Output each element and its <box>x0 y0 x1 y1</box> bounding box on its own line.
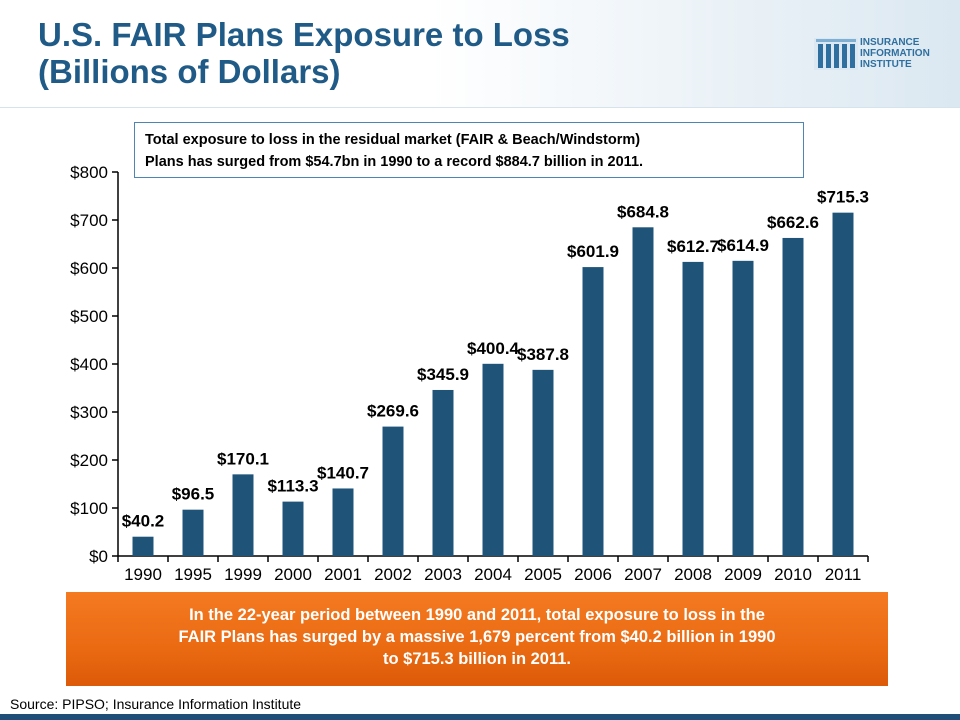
x-tick-label: 1995 <box>174 565 212 584</box>
x-tick-label: 2004 <box>474 565 512 584</box>
data-label: $387.8 <box>517 345 569 364</box>
summary-line-3: to $715.3 billion in 2011. <box>383 650 571 668</box>
y-tick-label: $400 <box>70 355 108 374</box>
bar <box>532 369 554 556</box>
x-tick-label: 2010 <box>774 565 812 584</box>
y-tick-label: $100 <box>70 499 108 518</box>
data-label: $601.9 <box>567 242 619 261</box>
logo-line-2: INFORMATION <box>860 48 930 59</box>
data-label: $612.7 <box>667 237 719 256</box>
y-tick-label: $200 <box>70 451 108 470</box>
iii-logo-text: INSURANCE INFORMATION INSTITUTE <box>860 37 946 70</box>
bar <box>432 389 454 556</box>
bar <box>182 509 204 556</box>
bar <box>632 227 654 556</box>
bar <box>482 363 504 556</box>
data-label: $662.6 <box>767 213 819 232</box>
bar <box>732 260 754 556</box>
data-label: $345.9 <box>417 365 469 384</box>
title-line-2: (Billions of Dollars) <box>38 53 341 90</box>
bar <box>332 488 354 556</box>
bar <box>282 501 304 556</box>
bar <box>782 237 804 556</box>
y-tick-label: $500 <box>70 307 108 326</box>
x-tick-label: 1990 <box>124 565 162 584</box>
x-tick-label: 2000 <box>274 565 312 584</box>
data-label: $715.3 <box>817 188 869 207</box>
logo-line-1: INSURANCE <box>860 37 920 48</box>
data-label: $269.6 <box>367 402 419 421</box>
logo-line-3: INSTITUTE <box>860 59 912 70</box>
footer-bar <box>0 714 960 720</box>
x-tick-label: 1999 <box>224 565 262 584</box>
data-label: $400.4 <box>467 339 520 358</box>
title-line-1: U.S. FAIR Plans Exposure to Loss <box>38 16 570 53</box>
bar <box>832 212 854 556</box>
bar <box>582 267 604 556</box>
summary-line-1: In the 22-year period between 1990 and 2… <box>189 606 765 624</box>
bar <box>232 474 254 556</box>
y-tick-label: $300 <box>70 403 108 422</box>
bar <box>382 426 404 556</box>
x-tick-label: 2006 <box>574 565 612 584</box>
summary-line-2: FAIR Plans has surged by a massive 1,679… <box>178 628 776 646</box>
x-tick-label: 2007 <box>624 565 662 584</box>
page-title: U.S. FAIR Plans Exposure to Loss (Billio… <box>38 16 758 90</box>
data-label: $96.5 <box>172 485 215 504</box>
source-note: Source: PIPSO; Insurance Information Ins… <box>10 696 302 712</box>
y-tick-label: $0 <box>89 547 108 566</box>
data-label: $684.8 <box>617 202 669 221</box>
data-label: $614.9 <box>717 236 769 255</box>
header-band <box>0 0 960 108</box>
callout-line-2: Plans has surged from $54.7bn in 1990 to… <box>145 154 644 170</box>
callout-box: Total exposure to loss in the residual m… <box>134 122 804 178</box>
y-tick-label: $600 <box>70 259 108 278</box>
x-tick-label: 2005 <box>524 565 562 584</box>
bar <box>132 536 154 556</box>
x-tick-label: 2003 <box>424 565 462 584</box>
data-label: $170.1 <box>217 449 269 468</box>
x-tick-label: 2011 <box>825 565 862 584</box>
x-tick-label: 2008 <box>674 565 712 584</box>
bar <box>682 261 704 556</box>
iii-logo: INSURANCE INFORMATION INSTITUTE <box>814 36 944 76</box>
summary-box: In the 22-year period between 1990 and 2… <box>66 592 888 686</box>
data-label: $140.7 <box>317 463 369 482</box>
x-tick-label: 2002 <box>374 565 412 584</box>
data-label: $113.3 <box>267 477 318 496</box>
data-label: $40.2 <box>122 512 165 531</box>
y-tick-label: $700 <box>70 211 108 230</box>
iii-logo-mark-icon <box>814 38 858 70</box>
x-tick-label: 2001 <box>324 565 362 584</box>
y-tick-label: $800 <box>70 163 108 182</box>
x-tick-label: 2009 <box>724 565 762 584</box>
callout-line-1: Total exposure to loss in the residual m… <box>145 132 641 148</box>
